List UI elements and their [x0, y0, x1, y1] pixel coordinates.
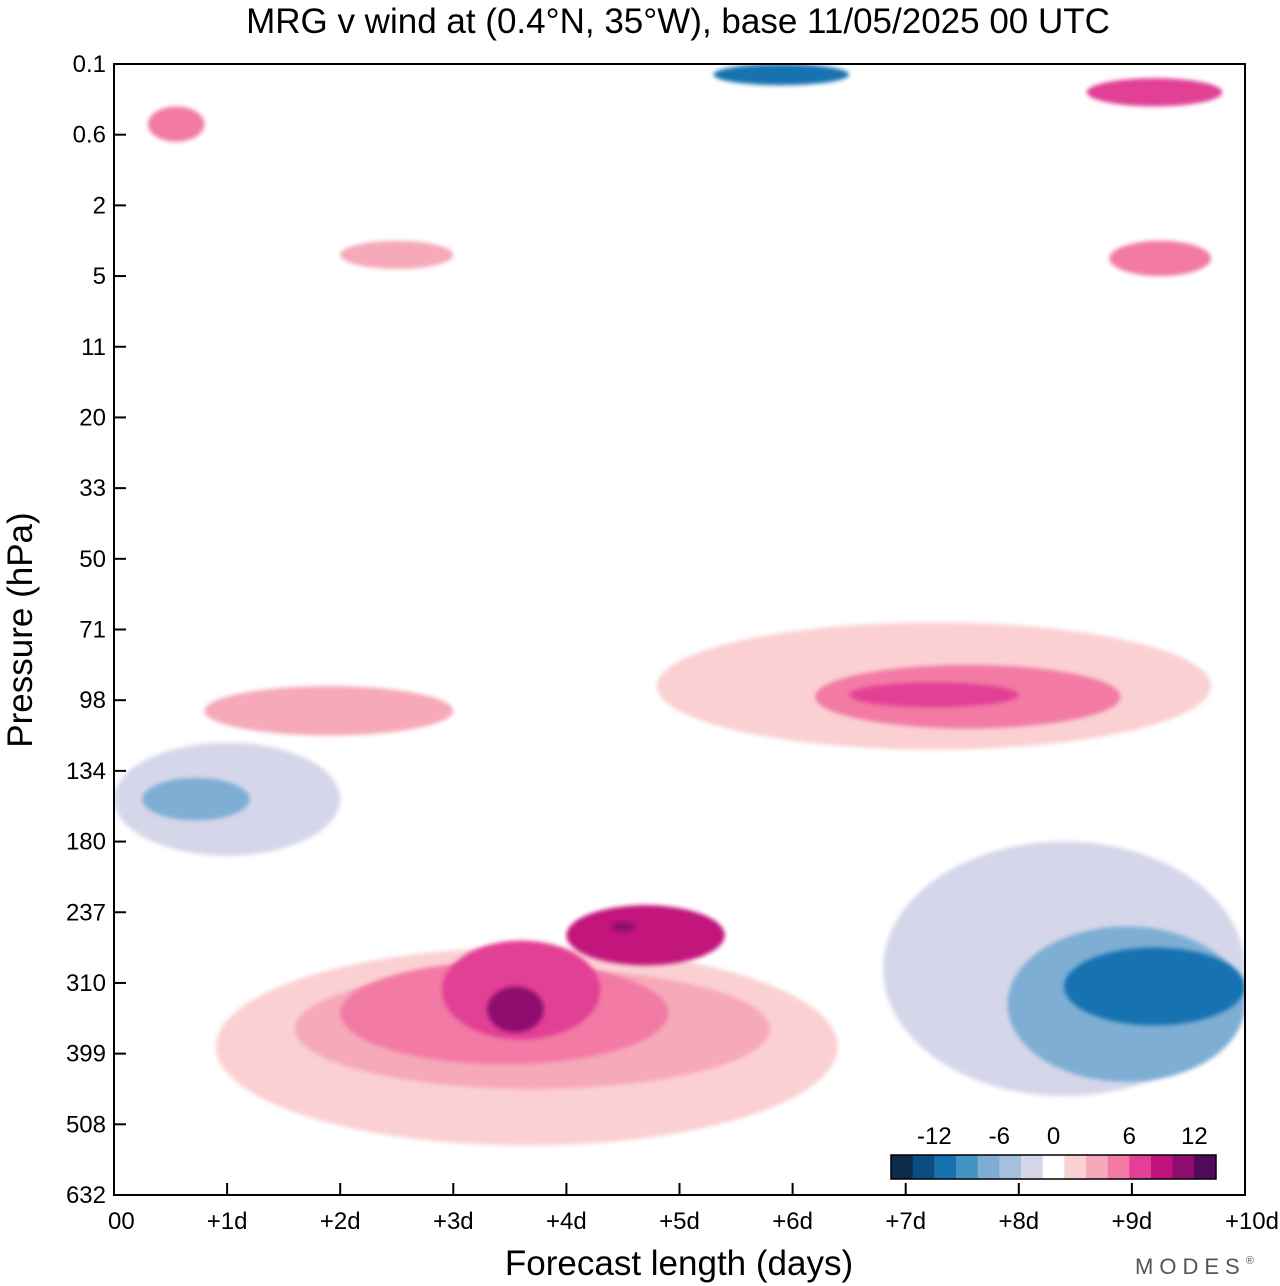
contour-region [611, 921, 635, 933]
y-tick-label: 310 [66, 970, 106, 997]
chart-title: MRG v wind at (0.4°N, 35°W), base 11/05/… [246, 2, 1110, 41]
y-tick-label: 0.6 [73, 122, 106, 149]
y-tick-label: 50 [79, 546, 106, 573]
contour-region [487, 986, 544, 1033]
y-tick-label: 11 [81, 334, 106, 361]
modes-logo: MODES® [1135, 1254, 1260, 1279]
y-tick-label: 71 [79, 617, 106, 644]
x-tick-label: +7d [885, 1208, 926, 1235]
contour-region [566, 905, 725, 966]
y-tick-label: 33 [79, 475, 106, 502]
y-tick-label: 98 [79, 687, 106, 714]
x-tick-label: +2d [320, 1208, 361, 1235]
colorbar-swatch [1086, 1155, 1109, 1179]
x-tick-label: +8d [998, 1208, 1039, 1235]
colorbar-swatch [891, 1155, 914, 1179]
contour-region [1086, 78, 1223, 107]
x-tick-label: +6d [772, 1208, 813, 1235]
colorbar-swatch [1042, 1155, 1065, 1179]
x-tick-label: +5d [659, 1208, 700, 1235]
x-axis: 00 +1d +2d +3d +4d +5d +6d +7d +8d +9d +10d [108, 1183, 1279, 1235]
y-tick-label: 2 [93, 192, 106, 219]
colorbar-swatch [1129, 1155, 1152, 1179]
colorbar-swatch [1194, 1155, 1217, 1179]
colorbar-swatch [1021, 1155, 1044, 1179]
x-tick-label: +4d [546, 1208, 587, 1235]
y-tick-label: 632 [66, 1182, 106, 1209]
x-tick-label: +9d [1112, 1208, 1153, 1235]
colorbar-tick-label: -6 [989, 1123, 1010, 1150]
contour-region [142, 777, 250, 821]
x-tick-label: +3d [433, 1208, 474, 1235]
colorbar-swatch [1151, 1155, 1174, 1179]
colorbar-swatch [977, 1155, 1000, 1179]
contour-region [340, 240, 454, 269]
y-tick-label: 5 [93, 263, 106, 290]
y-tick-label: 0.1 [73, 51, 106, 78]
x-tick-label: +1d [207, 1208, 248, 1235]
contour-region [1064, 947, 1245, 1026]
contour-region [204, 686, 454, 736]
colorbar-tick-label: 6 [1123, 1123, 1136, 1150]
contour-region [1109, 240, 1212, 277]
y-tick-label: 180 [66, 829, 106, 856]
y-tick-label: 237 [66, 899, 106, 926]
y-tick-label: 399 [66, 1041, 106, 1068]
contour-region [147, 106, 205, 142]
colorbar-tick-label: 12 [1181, 1123, 1208, 1150]
colorbar-swatch [912, 1155, 935, 1179]
contour-region [713, 64, 850, 86]
contour-fills [114, 64, 1245, 1146]
modes-logo-mark: ® [1246, 1255, 1260, 1267]
colorbar-tick-label: -12 [917, 1123, 952, 1150]
y-tick-label: 20 [79, 404, 106, 431]
colorbar: -12 -6 0 6 12 [890, 1123, 1217, 1180]
colorbar-swatch [1172, 1155, 1195, 1179]
y-tick-label: 508 [66, 1111, 106, 1138]
colorbar-swatch [934, 1155, 957, 1179]
colorbar-tick-label: 0 [1047, 1123, 1060, 1150]
y-tick-label: 134 [66, 758, 106, 785]
colorbar-frame [890, 1154, 1217, 1180]
contour-region [849, 682, 1019, 708]
colorbar-swatch [999, 1155, 1022, 1179]
modes-logo-text: MODES [1135, 1254, 1246, 1279]
y-axis-label: Pressure (hPa) [1, 512, 40, 747]
colorbar-swatch [1064, 1155, 1087, 1179]
colorbar-swatch [956, 1155, 979, 1179]
colorbar-swatch [1107, 1155, 1130, 1179]
x-tick-label: +10d [1225, 1208, 1279, 1235]
x-axis-label: Forecast length (days) [505, 1244, 853, 1283]
y-axis: 0.1 0.6 2 5 11 20 33 50 71 98 134 180 237 310 399 508 63… [66, 51, 126, 1209]
x-tick-label: 00 [108, 1208, 135, 1235]
